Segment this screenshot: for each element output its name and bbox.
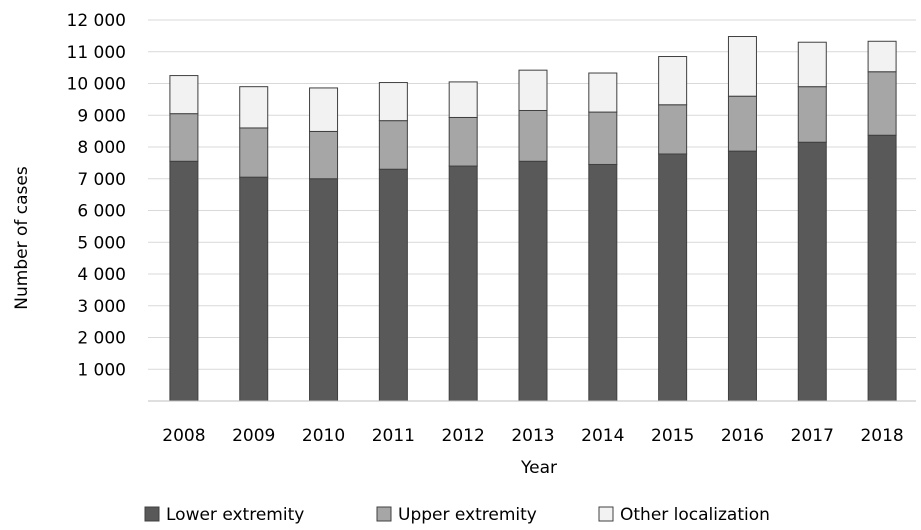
legend-label: Other localization (620, 505, 770, 525)
bar-segment (239, 176, 269, 402)
bar-segment (727, 95, 757, 152)
y-tick-label: 10 000 (67, 75, 126, 95)
legend-swatch (376, 506, 392, 522)
bar-segment (588, 163, 618, 402)
y-axis-title: Number of cases (12, 166, 32, 310)
bar-segment (239, 127, 269, 178)
y-tick-label: 12 000 (67, 11, 126, 31)
y-tick-label: 3 000 (77, 297, 126, 317)
legend-label: Lower extremity (166, 505, 304, 525)
x-tick-label: 2013 (511, 426, 554, 446)
bar-segment (588, 111, 618, 165)
bar-segment (727, 150, 757, 402)
y-tick-label: 9 000 (77, 106, 126, 126)
x-tick-label: 2017 (791, 426, 834, 446)
bar-segment (518, 160, 548, 402)
x-tick-label: 2015 (651, 426, 694, 446)
bar-segment (797, 86, 827, 143)
bar-segment (309, 178, 339, 402)
bar-segment (518, 69, 548, 111)
x-tick-label: 2011 (372, 426, 415, 446)
y-tick-label: 1 000 (77, 360, 126, 380)
y-tick-label: 7 000 (77, 170, 126, 190)
bar-segment (309, 87, 339, 132)
bar-segment (797, 141, 827, 402)
bar-segment (448, 116, 478, 167)
bars (169, 36, 897, 402)
bar-segment (169, 113, 199, 162)
bar-segment (658, 56, 688, 106)
bar-segment (169, 160, 199, 402)
bar-segment (378, 82, 408, 122)
legend: Lower extremity Upper extremity Other loca… (144, 505, 770, 525)
bar-segment (588, 72, 618, 113)
x-tick-label: 2016 (721, 426, 764, 446)
legend-swatch (144, 506, 160, 522)
bar-segment (518, 109, 548, 162)
y-tick-label: 6 000 (77, 202, 126, 222)
y-tick-label: 8 000 (77, 138, 126, 158)
bar-segment (169, 75, 199, 115)
bar-segment (867, 134, 897, 402)
y-tick-label: 11 000 (67, 43, 126, 63)
x-axis-ticks: 2008 2009 2010 2011 2012 2013 2014 2015 2016 2017… (162, 426, 903, 446)
x-tick-label: 2010 (302, 426, 345, 446)
bar-segment (448, 81, 478, 118)
y-tick-label: 5 000 (77, 233, 126, 253)
bar-segment (727, 36, 757, 97)
x-tick-label: 2008 (162, 426, 205, 446)
y-tick-label: 4 000 (77, 265, 126, 285)
x-tick-label: 2014 (581, 426, 624, 446)
bar-segment (797, 41, 827, 88)
bar-segment (239, 86, 269, 129)
bar-segment (867, 71, 897, 136)
bar-segment (658, 104, 688, 155)
legend-swatch (598, 506, 614, 522)
bar-segment (378, 168, 408, 402)
bar-segment (378, 120, 408, 170)
bar-segment (448, 165, 478, 402)
legend-label: Upper extremity (398, 505, 537, 525)
y-tick-label: 2 000 (77, 329, 126, 349)
bar-segment (867, 40, 897, 73)
y-axis-ticks: 1 000 2 000 3 000 4 000 5 000 6 000 7 000 8 000… (67, 11, 126, 380)
bar-segment (309, 130, 339, 180)
bar-segment (658, 153, 688, 402)
x-axis-title: Year (520, 458, 557, 478)
x-tick-label: 2012 (442, 426, 485, 446)
x-tick-label: 2009 (232, 426, 275, 446)
x-tick-label: 2018 (860, 426, 903, 446)
